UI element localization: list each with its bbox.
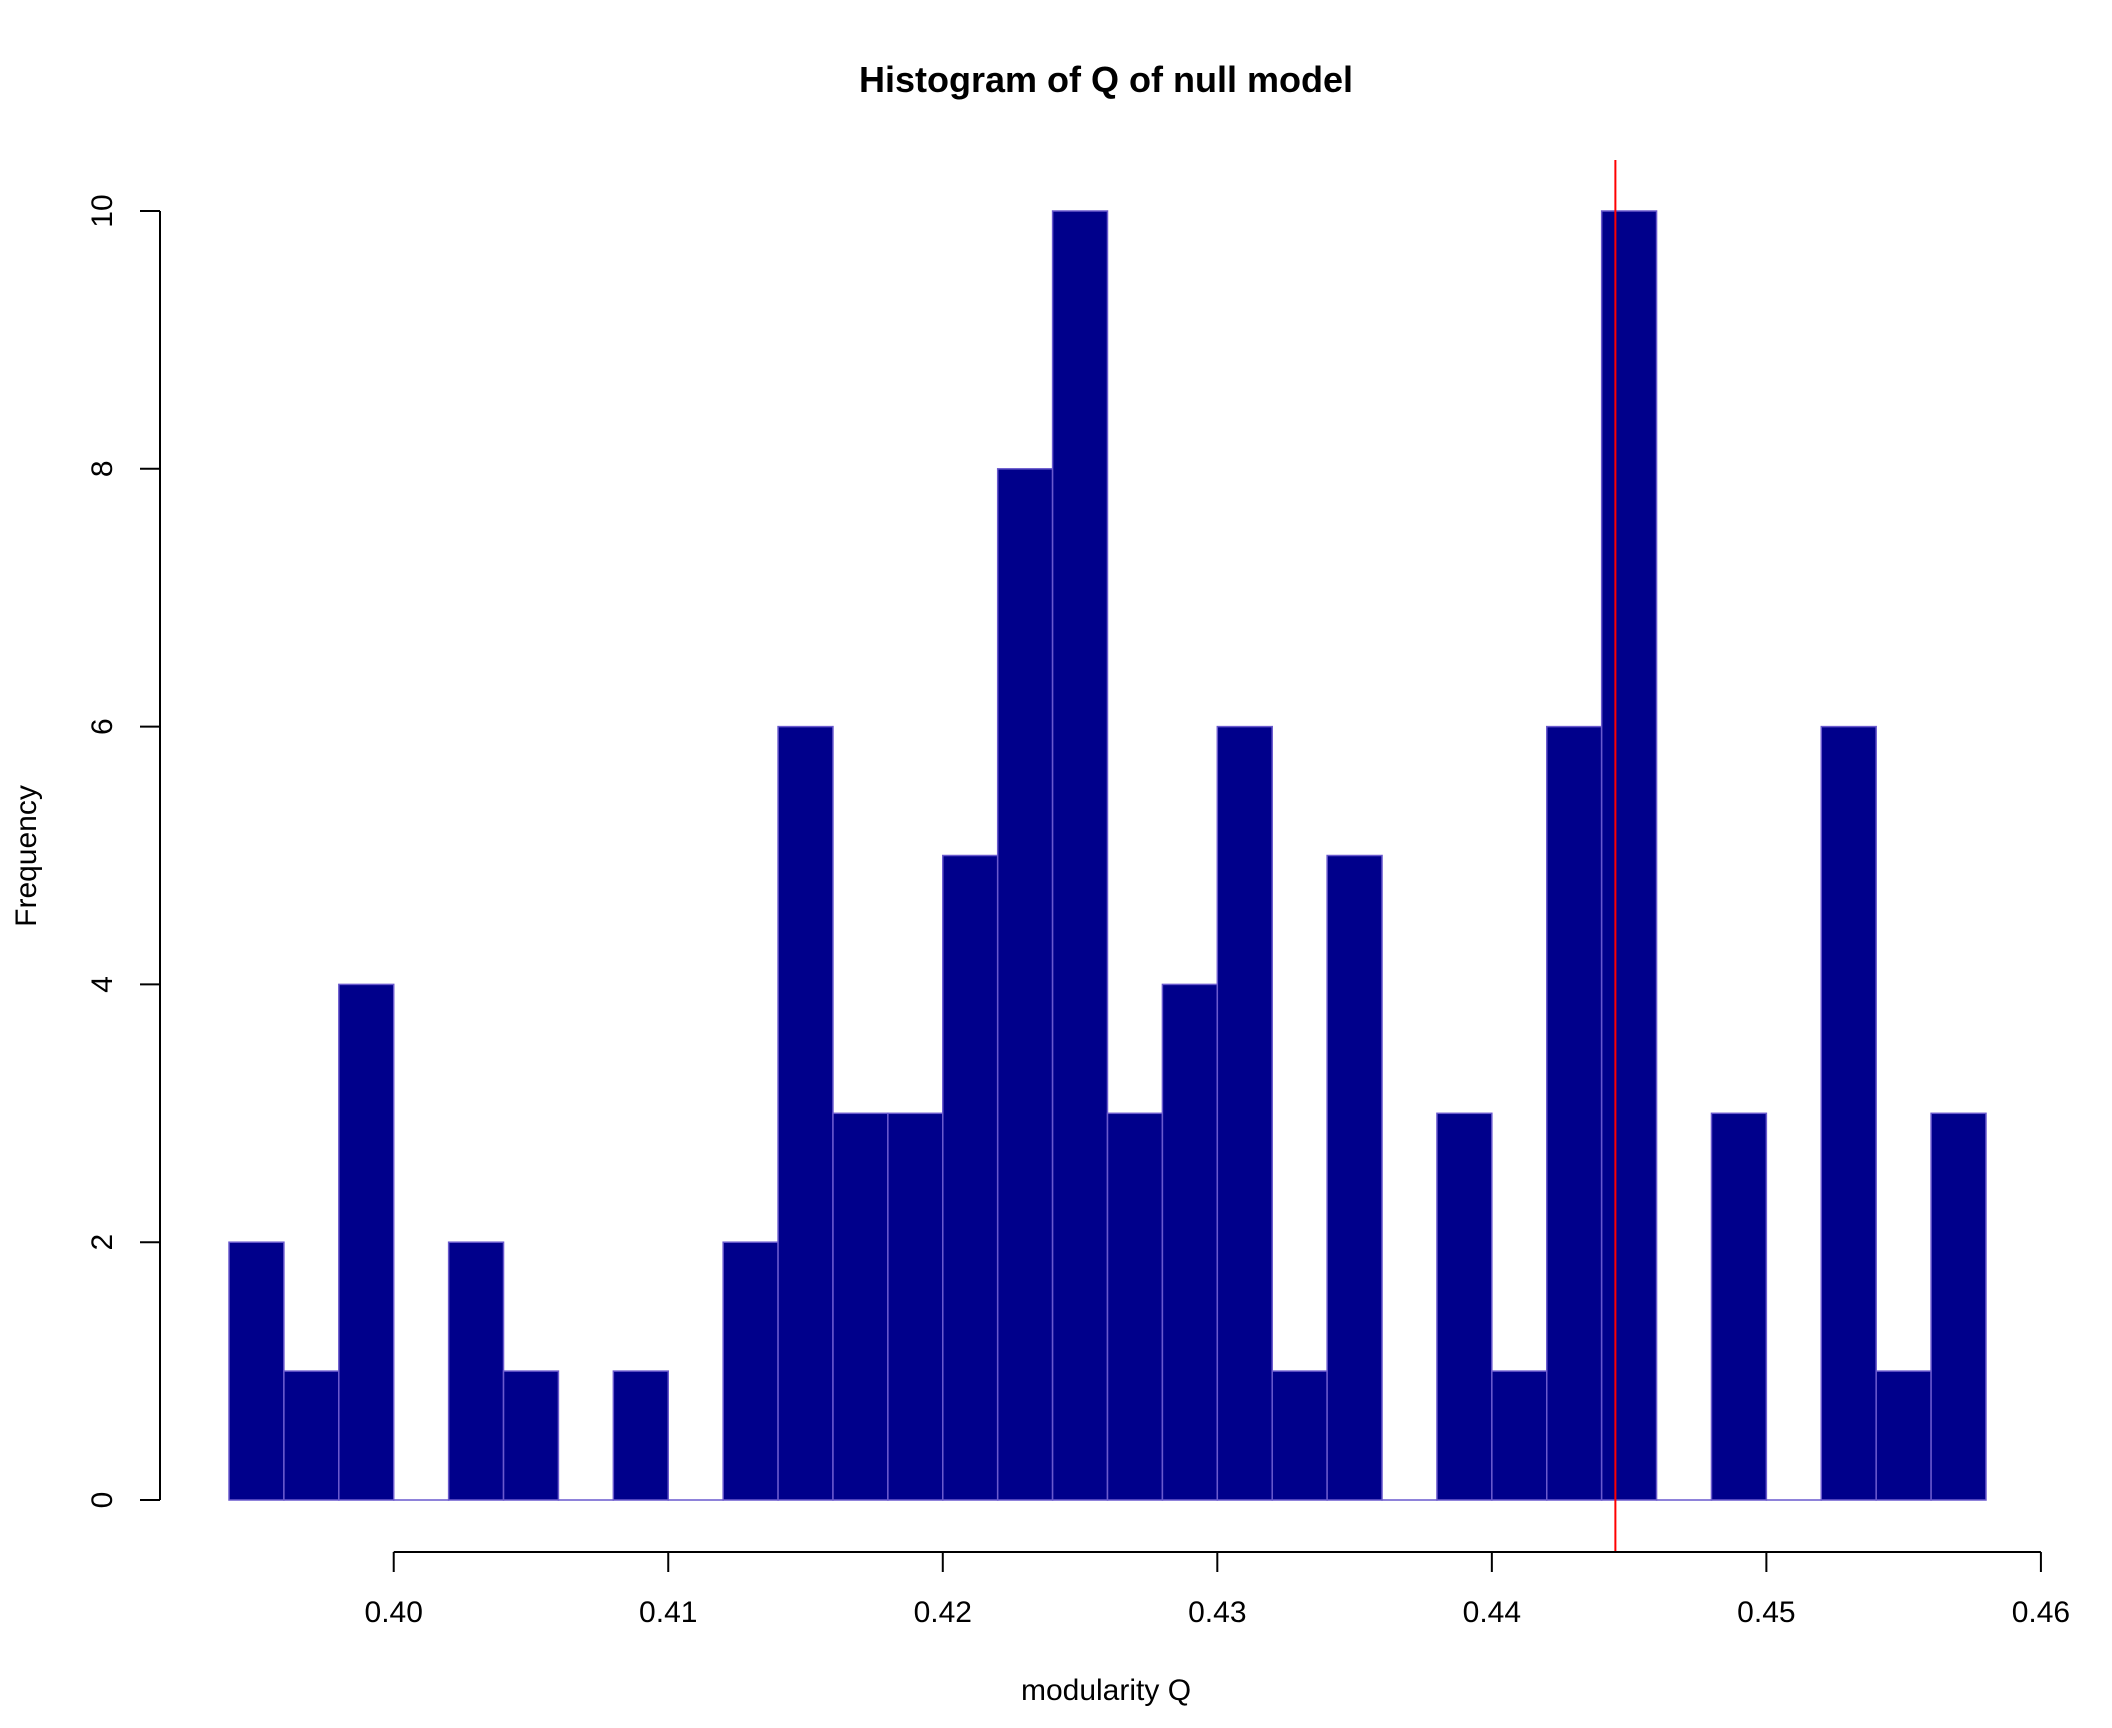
histogram-bar: [1930, 1112, 1987, 1501]
y-tick-label: 2: [86, 1234, 119, 1251]
chart-title: Histogram of Q of null model: [859, 59, 1353, 100]
x-tick-label: 0.43: [1188, 1596, 1246, 1629]
histogram-bar: [338, 983, 395, 1501]
x-tick-label: 0.46: [2012, 1596, 2070, 1629]
histogram-bar: [1436, 1112, 1493, 1501]
histogram-bar: [1051, 210, 1109, 1501]
histogram-bar: [887, 1112, 944, 1501]
histogram-bar: [1326, 854, 1383, 1501]
histogram-bar: [777, 725, 834, 1501]
x-tick-label: 0.44: [1463, 1596, 1521, 1629]
histogram-bar: [1710, 1112, 1768, 1501]
y-axis-label: Frequency: [10, 785, 43, 927]
histogram-bar: [1491, 1370, 1548, 1501]
histogram-bar: [502, 1370, 560, 1501]
histogram-bar: [1161, 983, 1219, 1501]
x-tick-label: 0.42: [914, 1596, 972, 1629]
histogram-bar: [832, 1112, 889, 1501]
histogram-bar: [1600, 210, 1658, 1501]
y-tick-label: 10: [86, 194, 119, 227]
y-tick-label: 6: [86, 718, 119, 735]
y-tick-label: 0: [86, 1492, 119, 1509]
histogram-bar: [228, 1241, 285, 1501]
x-axis-label: modularity Q: [1021, 1674, 1191, 1707]
bars-group: [228, 210, 1987, 1501]
histogram-bar: [283, 1370, 340, 1501]
y-tick-label: 4: [86, 976, 119, 993]
histogram-bar: [1271, 1370, 1328, 1501]
histogram-bar: [996, 468, 1054, 1501]
histogram-bar: [1820, 725, 1877, 1501]
histogram-bar: [612, 1370, 669, 1501]
histogram-bar: [1546, 725, 1603, 1501]
y-axis: 0 2 4 6 8 10: [86, 194, 161, 1509]
x-tick-label: 0.41: [639, 1596, 697, 1629]
x-tick-label: 0.40: [365, 1596, 423, 1629]
histogram-bar: [722, 1241, 779, 1501]
y-tick-label: 8: [86, 460, 119, 477]
histogram-bar: [1106, 1112, 1164, 1501]
histogram-bar: [1875, 1370, 1932, 1501]
histogram-bar: [447, 1241, 505, 1501]
x-tick-label: 0.45: [1737, 1596, 1795, 1629]
x-axis: 0.40 0.41 0.42 0.43 0.44 0.45 0.46: [365, 1551, 2070, 1629]
histogram-bar: [1216, 725, 1273, 1501]
histogram-bar: [942, 854, 999, 1501]
